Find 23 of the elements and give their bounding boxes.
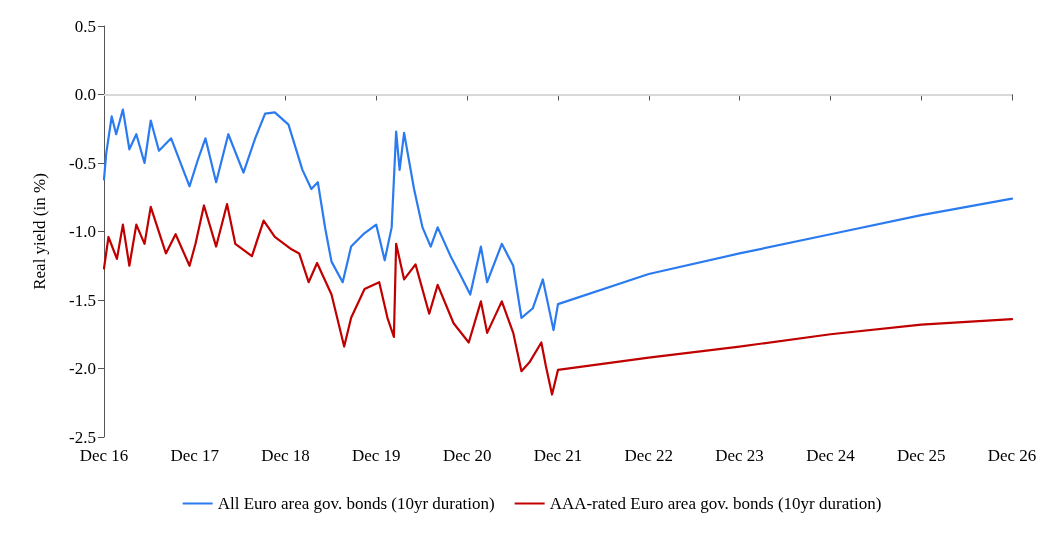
x-tick-label: Dec 25 — [896, 446, 946, 465]
x-tick-label: Dec 21 — [533, 446, 583, 465]
x-tick-label: Dec 26 — [987, 446, 1037, 465]
x-tick-label: Dec 20 — [442, 446, 492, 465]
x-tick-label: Dec 19 — [351, 446, 401, 465]
y-tick-label: 0.0 — [74, 85, 96, 104]
legend-label: AAA-rated Euro area gov. bonds (10yr duration) — [549, 494, 882, 513]
x-tick-label: Dec 18 — [261, 446, 310, 465]
y-tick-label: 0.5 — [74, 16, 96, 36]
y-axis-title: Real yield (in %) — [30, 173, 49, 290]
line-series — [102, 203, 1014, 396]
x-tick-label: Dec 23 — [715, 446, 764, 465]
y-tick-label: -1.0 — [69, 222, 96, 241]
line-series — [102, 108, 1014, 332]
y-tick-label: -1.5 — [69, 290, 96, 310]
x-tick-label: Dec 17 — [170, 446, 220, 465]
legend-label: All Euro area gov. bonds (10yr duration) — [217, 494, 495, 513]
x-tick-label: Dec 24 — [806, 446, 856, 465]
y-tick-label: -0.5 — [69, 153, 96, 173]
y-tick-label: -2.0 — [69, 359, 96, 378]
y-tick-label: -2.5 — [69, 427, 96, 447]
x-tick-label: Dec 16 — [79, 446, 129, 465]
x-tick-label: Dec 22 — [624, 446, 674, 465]
